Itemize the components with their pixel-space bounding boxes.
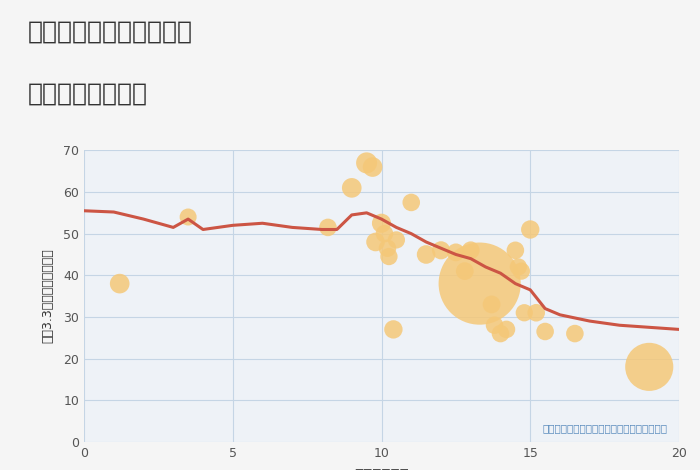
Point: [391, 236, 402, 243]
Point: [379, 230, 390, 237]
Point: [489, 321, 500, 329]
Point: [486, 301, 497, 308]
Point: [114, 280, 125, 287]
Point: [540, 328, 551, 335]
Point: [525, 226, 536, 233]
Point: [450, 249, 461, 256]
Point: [367, 163, 378, 171]
Text: 大阪府枚方市牧野本町の: 大阪府枚方市牧野本町の: [28, 20, 193, 44]
Point: [384, 253, 395, 260]
Point: [421, 251, 432, 258]
Point: [361, 159, 372, 167]
Y-axis label: 坪（3.3㎡）単価（万円）: 坪（3.3㎡）単価（万円）: [42, 249, 55, 344]
Point: [370, 238, 381, 246]
Text: 駅距離別土地価格: 駅距離別土地価格: [28, 82, 148, 106]
Point: [459, 267, 470, 275]
Point: [516, 267, 527, 275]
Point: [474, 280, 485, 287]
Point: [435, 247, 447, 254]
Point: [531, 309, 542, 316]
Point: [382, 244, 393, 252]
Point: [376, 219, 387, 227]
Point: [346, 184, 357, 192]
Point: [406, 199, 417, 206]
Point: [501, 326, 512, 333]
Point: [183, 213, 194, 221]
Point: [644, 363, 655, 371]
Point: [512, 263, 524, 271]
X-axis label: 駅距離（分）: 駅距離（分）: [354, 468, 409, 470]
Point: [519, 309, 530, 316]
Point: [322, 224, 333, 231]
Text: 円の大きさは、取引のあった物件面積を示す: 円の大きさは、取引のあった物件面積を示す: [542, 423, 667, 433]
Point: [569, 330, 580, 337]
Point: [388, 326, 399, 333]
Point: [465, 247, 476, 254]
Point: [495, 330, 506, 337]
Point: [510, 247, 521, 254]
